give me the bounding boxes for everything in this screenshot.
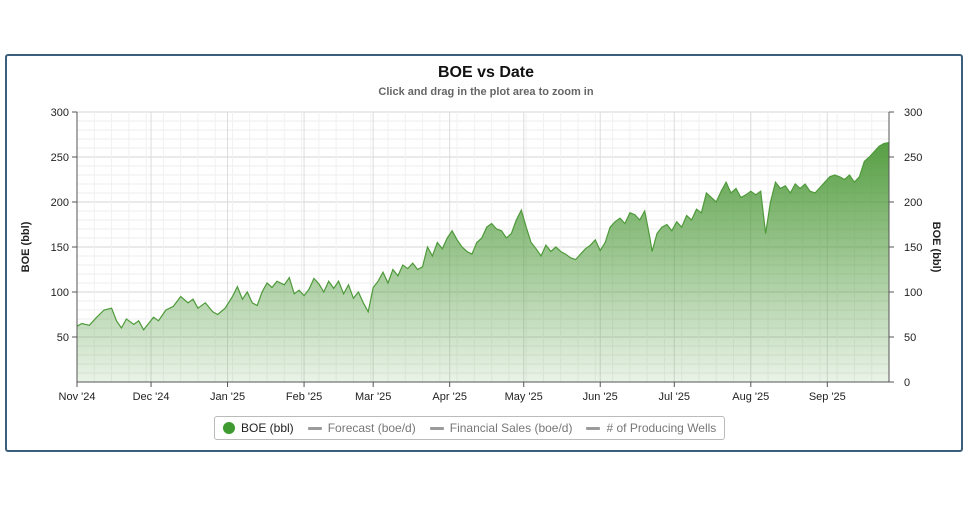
chart-panel: BOE vs Date Click and drag in the plot a… — [5, 54, 963, 452]
series-area — [76, 142, 890, 382]
series-area-fill — [77, 142, 889, 382]
y-tick-label-right: 150 — [904, 242, 922, 254]
y-tick-label-right: 300 — [904, 107, 922, 119]
y-tick-label-left: 50 — [57, 332, 69, 344]
legend-item-label: Forecast (boe/d) — [327, 421, 416, 435]
axes: 50 100 150 200 250 300 0 50 100 150 200 250 300 Nov '… — [20, 107, 942, 403]
y-tick-label-right: 0 — [904, 377, 910, 389]
chart-title: BOE vs Date — [437, 64, 535, 81]
x-tick-label: Mar '25 — [355, 391, 391, 403]
x-tick-label: Nov '24 — [59, 391, 96, 403]
x-tick-label: Aug '25 — [732, 391, 769, 403]
legend-item-0[interactable]: BOE (bbl) — [223, 421, 294, 435]
y-tick-label-right: 50 — [904, 332, 916, 344]
legend-line-icon — [307, 426, 322, 430]
x-tick-label: May '25 — [505, 391, 543, 403]
legend-item-3[interactable]: # of Producing Wells — [586, 421, 716, 435]
y-tick-label-left: 150 — [51, 242, 69, 254]
y-tick-label-left: 200 — [51, 197, 69, 209]
legend-line-icon — [429, 426, 444, 430]
series-line — [76, 142, 890, 331]
x-tick-label: Feb '25 — [286, 391, 322, 403]
y-tick-label-right: 100 — [904, 287, 922, 299]
chart-legend: BOE (bbl) Forecast (boe/d) Financial Sales… — [214, 416, 726, 440]
legend-item-label: BOE (bbl) — [241, 421, 294, 435]
y-tick-label-left: 300 — [51, 107, 69, 119]
chart-subtitle: Click and drag in the plot area to zoom … — [378, 86, 594, 98]
x-tick-label: Apr '25 — [432, 391, 467, 403]
y-tick-label-right: 250 — [904, 152, 922, 164]
x-tick-label: Dec '24 — [133, 391, 170, 403]
x-tick-label: Sep '25 — [809, 391, 846, 403]
legend-dot-icon — [223, 422, 235, 434]
legend-line-icon — [586, 426, 601, 430]
y-tick-label-left: 250 — [51, 152, 69, 164]
x-tick-label: Jan '25 — [210, 391, 245, 403]
y-tick-label-right: 200 — [904, 197, 922, 209]
plot-area[interactable]: 50 100 150 200 250 300 0 50 100 150 200 250 300 Nov '… — [7, 56, 965, 416]
y-axis-title-left: BOE (bbl) — [20, 221, 32, 272]
legend-item-1[interactable]: Forecast (boe/d) — [307, 421, 416, 435]
y-tick-label-left: 100 — [51, 287, 69, 299]
legend-item-label: # of Producing Wells — [606, 421, 717, 435]
legend-item-2[interactable]: Financial Sales (boe/d) — [429, 421, 573, 435]
y-axis-title-right: BOE (bbl) — [930, 222, 942, 273]
legend-item-label: Financial Sales (boe/d) — [449, 421, 573, 435]
x-tick-label: Jun '25 — [583, 391, 618, 403]
x-tick-label: Jul '25 — [659, 391, 690, 403]
